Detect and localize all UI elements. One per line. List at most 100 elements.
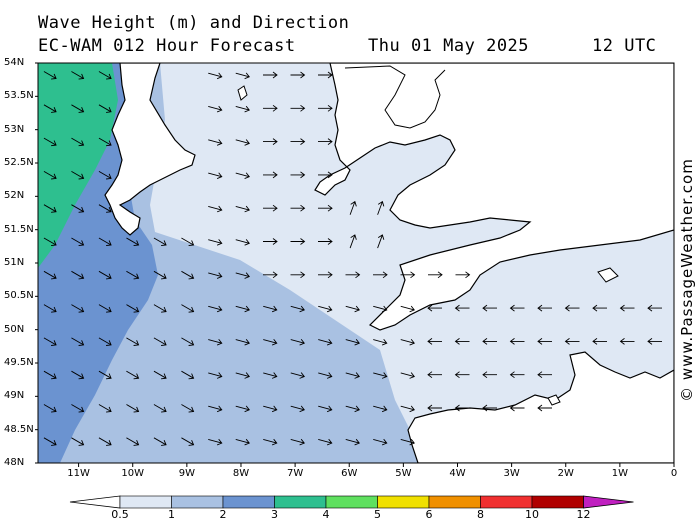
lat-label: 50N (4, 323, 25, 335)
wave-arrow (400, 305, 415, 313)
colorbar-swatch (171, 495, 224, 509)
legend-colorbar (69, 495, 634, 509)
wave-arrow (318, 339, 333, 346)
wave-arrow (318, 271, 333, 279)
lat-label: 49.5N (4, 357, 34, 368)
wave-arrow (235, 438, 250, 446)
colorbar-max-arrow (583, 495, 634, 509)
wave-arrow (454, 371, 470, 379)
wave-arrow (126, 404, 140, 413)
colorbar-label: 2 (219, 508, 227, 521)
lat-label: 49N (4, 390, 25, 402)
wave-arrow (318, 138, 333, 145)
wave-arrow (71, 337, 85, 346)
lat-label: 54N (4, 57, 25, 68)
wave-arrow (263, 104, 278, 112)
wave-arrow (235, 105, 250, 113)
wave-arrow (71, 71, 85, 80)
wave-arrow (43, 370, 57, 380)
wave-arrow (126, 437, 140, 446)
wave-arrow (564, 304, 580, 312)
wave-arrow (43, 71, 57, 80)
wave-arrow (181, 237, 195, 247)
wave-arrow (564, 338, 580, 345)
wave-arrow (345, 339, 360, 346)
wave-arrow (318, 372, 333, 379)
wave-arrow (427, 404, 442, 412)
colorbar-swatch (428, 495, 481, 509)
wave-arrow (647, 338, 662, 345)
lon-label: 10W (121, 468, 145, 479)
wave-arrow (592, 304, 607, 312)
wave-arrow (208, 239, 223, 246)
wave-arrow (290, 104, 306, 112)
wave-arrow (427, 304, 442, 312)
wave-arrow (349, 200, 357, 215)
wave-arrow (537, 404, 552, 412)
wave-arrow (43, 171, 57, 180)
wave-arrow (537, 338, 552, 345)
wave-arrow (71, 270, 85, 280)
lat-label: 50.5N (4, 290, 34, 302)
wave-arrow (71, 404, 85, 413)
wave-arrow (98, 404, 112, 413)
wave-arrow (318, 405, 333, 413)
wave-arrow (43, 270, 57, 280)
wave-arrow (482, 404, 497, 412)
lat-label: 53.5N (4, 90, 34, 102)
wave-arrow (482, 338, 497, 345)
wave-arrow (71, 437, 85, 446)
colorbar-min-arrow (69, 495, 121, 509)
colorbar-label: 4 (322, 508, 330, 521)
wave-arrow (290, 204, 306, 212)
wave-arrow (537, 304, 552, 312)
wave-arrow (400, 271, 416, 279)
lat-label: 51N (4, 257, 25, 268)
wave-arrow (318, 305, 333, 313)
wave-arrow (43, 304, 57, 313)
wave-arrow (318, 204, 333, 212)
wave-arrow (428, 271, 443, 279)
wave-arrow (345, 438, 360, 446)
wave-arrow (43, 137, 57, 147)
land-ireland (104, 63, 196, 236)
wave-arrow (318, 238, 333, 245)
wave-arrow (208, 72, 223, 80)
land-isle-of-wight (597, 267, 619, 283)
lon-label: 2W (557, 468, 574, 479)
colorbar-swatch (274, 495, 327, 509)
colorbar-swatch (119, 495, 172, 509)
wave-arrow (263, 305, 278, 313)
sea-irish-sea (344, 65, 446, 129)
website-credit: © www.PassageWeather.com (678, 158, 696, 402)
wave-arrow (537, 371, 552, 379)
wave-arrow (153, 404, 167, 413)
colorbar-swatch (480, 495, 533, 509)
wave-arrow (290, 438, 305, 446)
lat-label: 53N (4, 123, 25, 135)
wave-arrow (43, 404, 57, 413)
forecast-time: 12 UTC (592, 36, 657, 56)
lat-label: 48N (4, 457, 25, 468)
wave-arrow (290, 405, 305, 413)
colorbar-swatch (531, 495, 584, 509)
wave-arrow (71, 237, 85, 247)
colorbar-label: 12 (576, 508, 591, 521)
wave-arrow (373, 339, 388, 346)
wave-arrow (98, 370, 112, 380)
wave-arrow (290, 372, 305, 379)
wave-arrow (43, 237, 57, 247)
wave-band-3-4m (38, 63, 118, 268)
wave-arrow (181, 304, 195, 313)
colorbar-swatch (325, 495, 378, 509)
wave-arrow (290, 339, 305, 346)
wave-arrow (208, 305, 223, 313)
wave-arrow (263, 438, 278, 446)
wave-arrow (235, 205, 250, 213)
wave-arrow (71, 137, 85, 147)
wave-arrow (318, 438, 333, 446)
wave-arrow (263, 71, 278, 79)
wave-arrow (345, 271, 361, 279)
wave-arrow (208, 405, 223, 413)
